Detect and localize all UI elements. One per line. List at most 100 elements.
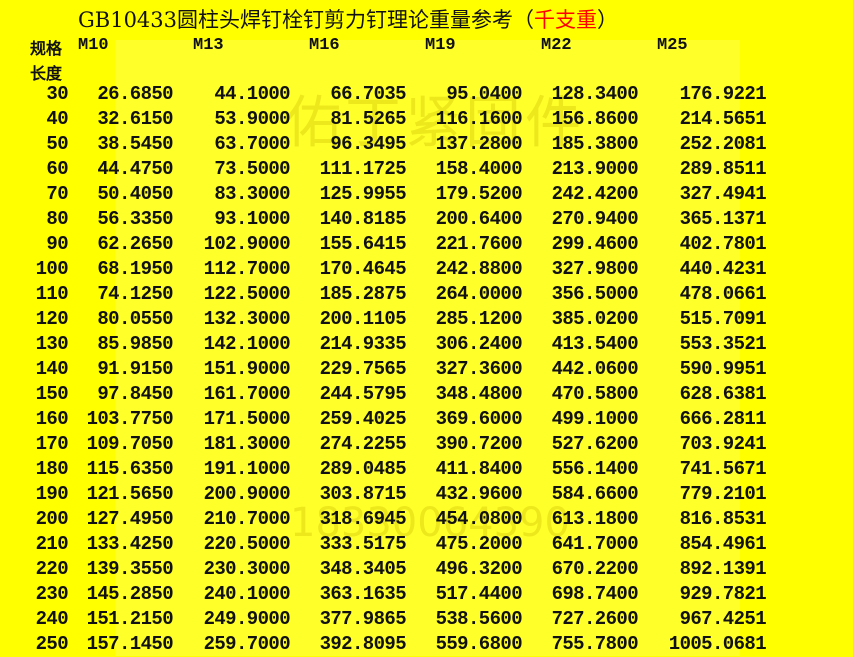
table-row: 120 80.0550 132.3000 200.1105 285.1200 385.02… — [0, 307, 853, 332]
length-cell: 230 — [35, 583, 69, 605]
weight-cell: 112.7000 — [203, 258, 291, 280]
table-row: 170 109.7050 181.3000 274.2255 390.7200 527.6… — [0, 432, 853, 457]
weight-cell: 365.1371 — [679, 208, 767, 230]
title-main: GB10433圆柱头焊钉栓钉剪力钉理论重量参考（ — [78, 8, 535, 32]
weight-cell: 369.6000 — [435, 408, 523, 430]
weight-cell: 240.1000 — [203, 583, 291, 605]
weight-cell: 121.5650 — [86, 483, 174, 505]
weight-cell: 967.4251 — [679, 608, 767, 630]
weight-cell: 137.2800 — [435, 133, 523, 155]
weight-cell: 289.0485 — [319, 458, 407, 480]
watermark-brand: 佑丁紧固件 — [285, 91, 585, 156]
table-row: 140 91.9150 151.9000 229.7565 327.3600 442.06… — [0, 357, 853, 382]
weight-cell: 56.3350 — [97, 208, 173, 230]
weight-cell: 703.9241 — [679, 433, 767, 455]
length-cell: 140 — [35, 358, 69, 380]
weight-cell: 741.5671 — [679, 458, 767, 480]
length-cell: 150 — [35, 383, 69, 405]
weight-cell: 155.6415 — [319, 233, 407, 255]
weight-cell: 327.4941 — [679, 183, 767, 205]
table-row: 200 127.4950 210.7000 318.6945 454.0800 613.1… — [0, 507, 853, 532]
weight-cell: 584.6600 — [551, 483, 639, 505]
weight-cell: 470.5800 — [551, 383, 639, 405]
weight-cell: 289.8511 — [679, 158, 767, 180]
table-row: 30 26.6850 44.1000 66.7035 95.0400 128.3400 17… — [0, 82, 853, 107]
weight-cell: 333.5175 — [319, 533, 407, 555]
weight-cell: 32.6150 — [97, 108, 173, 130]
weight-cell: 249.9000 — [203, 608, 291, 630]
weight-cell: 91.9150 — [97, 358, 173, 380]
length-cell: 70 — [46, 183, 68, 205]
weight-cell: 176.9221 — [679, 83, 767, 105]
weight-cell: 590.9951 — [679, 358, 767, 380]
weight-cell: 74.1250 — [97, 283, 173, 305]
weight-cell: 179.5200 — [435, 183, 523, 205]
column-header-m19: M19 — [425, 36, 456, 55]
weight-cell: 929.7821 — [679, 583, 767, 605]
weight-cell: 151.2150 — [86, 608, 174, 630]
weight-cell: 252.2081 — [679, 133, 767, 155]
weight-cell: 96.3495 — [330, 133, 406, 155]
weight-cell: 63.7000 — [214, 133, 290, 155]
weight-cell: 80.0550 — [97, 308, 173, 330]
title-unit: 千支重 — [534, 8, 598, 32]
table-row: 180 115.6350 191.1000 289.0485 411.8400 556.1… — [0, 457, 853, 482]
table-row: 160 103.7750 171.5000 259.4025 369.6000 499.1… — [0, 407, 853, 432]
weight-cell: 95.0400 — [446, 83, 522, 105]
weight-cell: 181.3000 — [203, 433, 291, 455]
weight-cell: 102.9000 — [203, 233, 291, 255]
table-row: 70 50.4050 83.3000 125.9955 179.5200 242.4200… — [0, 182, 853, 207]
weight-cell: 115.6350 — [86, 458, 174, 480]
weight-cell: 81.5265 — [330, 108, 406, 130]
weight-cell: 132.3000 — [203, 308, 291, 330]
weight-cell: 274.2255 — [319, 433, 407, 455]
weight-cell: 151.9000 — [203, 358, 291, 380]
weight-cell: 527.6200 — [551, 433, 639, 455]
weight-cell: 139.3550 — [86, 558, 174, 580]
title-close: ） — [597, 8, 619, 32]
weight-cell: 214.5651 — [679, 108, 767, 130]
weight-cell: 26.6850 — [97, 83, 173, 105]
weight-cell: 185.2875 — [319, 283, 407, 305]
weight-cell: 553.3521 — [679, 333, 767, 355]
weight-cell: 170.4645 — [319, 258, 407, 280]
weight-cell: 1005.0681 — [668, 633, 767, 655]
length-cell: 90 — [46, 233, 68, 255]
length-cell: 220 — [35, 558, 69, 580]
weight-cell: 641.7000 — [551, 533, 639, 555]
column-header-m10: M10 — [78, 36, 109, 55]
weight-cell: 385.0200 — [551, 308, 639, 330]
weight-cell: 145.2850 — [86, 583, 174, 605]
column-header-m22: M22 — [541, 36, 572, 55]
weight-cell: 109.7050 — [86, 433, 174, 455]
weight-cell: 62.2650 — [97, 233, 173, 255]
weight-cell: 191.1000 — [203, 458, 291, 480]
weight-cell: 66.7035 — [330, 83, 406, 105]
weight-cell: 299.4600 — [551, 233, 639, 255]
weight-cell: 142.1000 — [203, 333, 291, 355]
weight-cell: 327.9800 — [551, 258, 639, 280]
column-header-m16: M16 — [309, 36, 340, 55]
weight-cell: 128.3400 — [551, 83, 639, 105]
weight-cell: 356.5000 — [551, 283, 639, 305]
length-cell: 160 — [35, 408, 69, 430]
page-title: GB10433圆柱头焊钉栓钉剪力钉理论重量参考（千支重） — [78, 4, 618, 34]
table-row: 130 85.9850 142.1000 214.9335 306.2400 413.54… — [0, 332, 853, 357]
length-cell: 50 — [46, 133, 68, 155]
weight-cell: 213.9000 — [551, 158, 639, 180]
weight-cell: 854.4961 — [679, 533, 767, 555]
weight-cell: 122.5000 — [203, 283, 291, 305]
weight-cell: 755.7800 — [551, 633, 639, 655]
length-cell: 180 — [35, 458, 69, 480]
length-cell: 240 — [35, 608, 69, 630]
weight-cell: 348.4800 — [435, 383, 523, 405]
table-row: 150 97.8450 161.7000 244.5795 348.4800 470.58… — [0, 382, 853, 407]
length-cell: 80 — [46, 208, 68, 230]
weight-cell: 200.6400 — [435, 208, 523, 230]
weight-cell: 259.4025 — [319, 408, 407, 430]
length-label: 长度 — [30, 64, 63, 83]
weight-cell: 475.2000 — [435, 533, 523, 555]
weight-cell: 103.7750 — [86, 408, 174, 430]
weight-cell: 210.7000 — [203, 508, 291, 530]
weight-cell: 221.7600 — [435, 233, 523, 255]
